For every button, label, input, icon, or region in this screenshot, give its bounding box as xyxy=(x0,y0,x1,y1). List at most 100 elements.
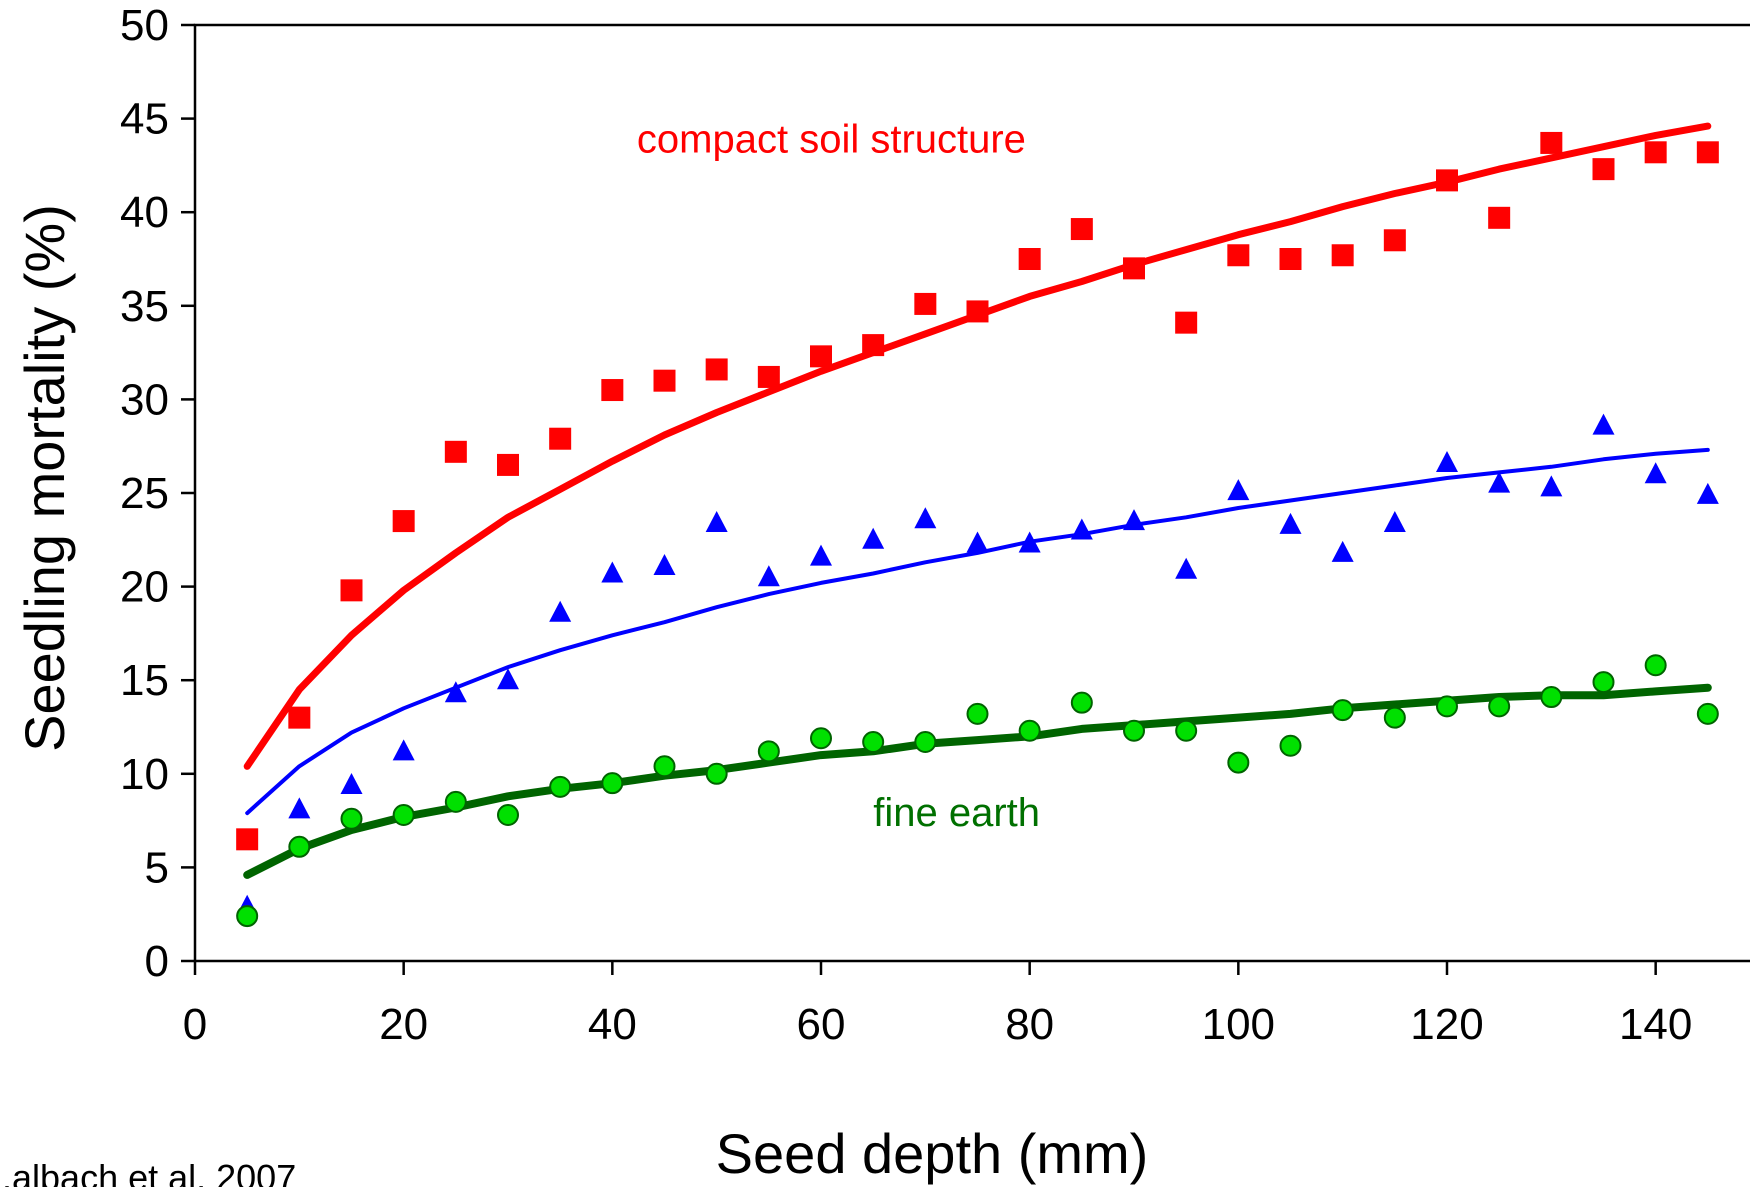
point-fine-earth xyxy=(1279,734,1302,757)
point-intermediate xyxy=(914,507,937,529)
point-intermediate xyxy=(1175,557,1198,579)
point-compact-soil xyxy=(966,300,989,323)
y-tick-label: 35 xyxy=(120,282,169,331)
point-fine-earth xyxy=(705,762,728,785)
y-tick-label: 15 xyxy=(120,656,169,705)
point-compact-soil xyxy=(1279,248,1302,270)
point-compact-soil xyxy=(288,706,311,729)
x-tick-label: 100 xyxy=(1202,1000,1275,1049)
point-compact-soil xyxy=(862,334,885,357)
point-compact-soil xyxy=(1227,244,1250,267)
point-intermediate xyxy=(1018,531,1041,553)
point-compact-soil xyxy=(1070,218,1093,241)
y-tick-label: 10 xyxy=(120,750,169,799)
point-intermediate xyxy=(1279,512,1302,534)
point-intermediate xyxy=(705,510,728,532)
x-tick-label: 20 xyxy=(379,1000,428,1049)
point-intermediate xyxy=(549,600,572,622)
data-markers xyxy=(236,131,1719,928)
point-fine-earth xyxy=(1123,719,1145,742)
point-fine-earth xyxy=(862,730,885,753)
point-compact-soil xyxy=(601,379,624,402)
point-intermediate xyxy=(340,773,363,795)
point-intermediate xyxy=(1540,475,1563,497)
annotation-compact-soil: compact soil structure xyxy=(637,117,1026,161)
point-fine-earth xyxy=(1383,706,1406,729)
annotation-fine-earth: fine earth xyxy=(873,791,1040,835)
point-fine-earth xyxy=(1175,719,1198,742)
y-tick-label: 0 xyxy=(145,937,169,986)
point-intermediate xyxy=(1436,451,1458,473)
point-intermediate xyxy=(1227,479,1250,501)
point-compact-soil xyxy=(392,510,415,533)
point-fine-earth xyxy=(1540,686,1563,709)
point-fine-earth xyxy=(340,807,363,830)
point-fine-earth xyxy=(549,775,572,798)
point-fine-earth xyxy=(497,803,519,826)
point-intermediate xyxy=(392,739,415,761)
point-fine-earth xyxy=(1488,695,1511,718)
point-fine-earth xyxy=(1644,654,1667,677)
x-tick-label: 120 xyxy=(1410,1000,1483,1049)
y-tick-label: 45 xyxy=(120,95,169,144)
point-fine-earth xyxy=(810,727,832,750)
fit-lines xyxy=(243,122,1712,879)
point-intermediate xyxy=(1488,471,1511,493)
point-fine-earth xyxy=(757,740,780,763)
point-compact-soil xyxy=(1018,248,1041,270)
source-credit: ...albach et al. 2007 xyxy=(0,1157,296,1187)
x-axis-title: Seed depth (mm) xyxy=(716,1122,1149,1185)
point-compact-soil xyxy=(1383,229,1406,252)
point-compact-soil xyxy=(1175,311,1198,334)
point-compact-soil xyxy=(1592,158,1615,181)
axis-ticks: 0 5 10 15 20 25 30 35 40 45 50 0 20 40 60 80 100 120 140 xyxy=(120,1,1692,1049)
point-fine-earth xyxy=(966,702,989,725)
point-intermediate xyxy=(497,668,519,690)
point-compact-soil xyxy=(810,345,832,368)
x-tick-label: 0 xyxy=(183,1000,207,1049)
point-intermediate xyxy=(1383,510,1406,532)
point-fine-earth xyxy=(1070,691,1093,714)
y-tick-label: 30 xyxy=(120,375,169,424)
x-tick-label: 40 xyxy=(588,1000,637,1049)
point-compact-soil xyxy=(914,292,937,315)
point-fine-earth xyxy=(1592,671,1615,694)
point-fine-earth xyxy=(1436,695,1458,718)
y-tick-label: 40 xyxy=(120,188,169,237)
point-compact-soil xyxy=(236,828,259,851)
y-tick-label: 50 xyxy=(120,1,169,50)
point-compact-soil xyxy=(1696,141,1719,164)
point-compact-soil xyxy=(1644,141,1667,164)
point-fine-earth xyxy=(1696,702,1719,725)
point-intermediate xyxy=(1696,482,1719,504)
x-tick-label: 80 xyxy=(1005,1000,1054,1049)
point-intermediate xyxy=(757,565,780,587)
point-intermediate xyxy=(653,554,676,576)
x-tick-label: 140 xyxy=(1619,1000,1692,1049)
point-fine-earth xyxy=(444,790,467,813)
point-compact-soil xyxy=(653,369,676,392)
point-compact-soil xyxy=(705,358,728,381)
point-fine-earth xyxy=(653,755,676,778)
fit-line-fine-earth xyxy=(243,683,1712,879)
y-axis-title: Seedling mortality (%) xyxy=(13,204,76,752)
point-compact-soil xyxy=(549,427,572,450)
point-intermediate xyxy=(288,797,311,819)
point-compact-soil xyxy=(1123,257,1145,280)
point-intermediate xyxy=(1644,462,1667,484)
point-fine-earth xyxy=(914,730,937,753)
point-fine-earth xyxy=(1227,751,1250,774)
point-intermediate xyxy=(601,561,624,583)
point-compact-soil xyxy=(444,440,467,463)
point-fine-earth xyxy=(236,905,259,928)
point-intermediate xyxy=(810,544,832,566)
point-intermediate xyxy=(1331,540,1354,562)
point-intermediate xyxy=(1123,509,1145,531)
point-compact-soil xyxy=(340,579,363,602)
point-compact-soil xyxy=(757,365,780,388)
point-intermediate xyxy=(444,681,467,703)
y-tick-label: 20 xyxy=(120,563,169,612)
y-tick-label: 5 xyxy=(145,843,169,892)
point-fine-earth xyxy=(288,835,311,858)
